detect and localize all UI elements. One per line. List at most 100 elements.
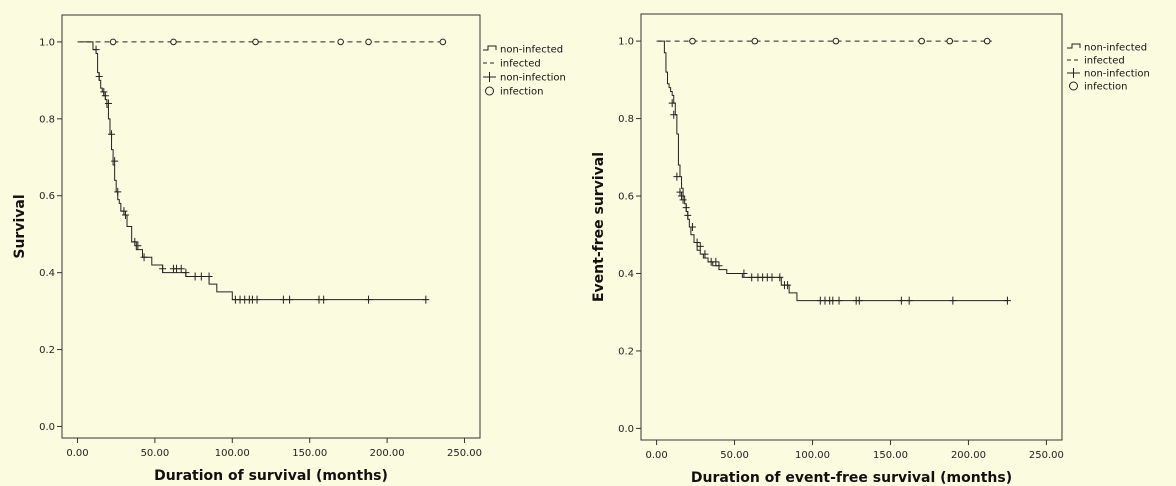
censor-mark-non-infection [320, 295, 328, 304]
censor-mark-non-infection [949, 296, 957, 305]
x-axis-title: Duration of survival (months) [154, 468, 388, 484]
censor-mark-non-infection [668, 99, 676, 108]
censor-mark-non-infection [679, 195, 687, 204]
censor-mark-non-infection [140, 253, 148, 262]
censor-mark-non-infection [253, 295, 261, 304]
y-tick-label: 1.0 [39, 37, 55, 48]
censor-mark-non-infection [365, 295, 373, 304]
legend-entry-label: infected [500, 59, 541, 70]
censor-mark-infection [918, 37, 925, 45]
censor-mark-non-infection [120, 207, 128, 216]
censor-mark-infection [983, 37, 991, 45]
censor-mark-non-infection [748, 273, 756, 282]
y-tick-label: 0.8 [39, 114, 55, 125]
x-tick-label: 150.00 [873, 450, 908, 461]
legend: non-infected infected non-infection infecti… [1067, 43, 1150, 93]
legend-entry-label: non-infected [1084, 43, 1147, 54]
chart-survival: 0.0 0.2 0.4 0.6 0.8 1.0 0.00 50.00 100.00 150.00 2… [12, 14, 566, 484]
censor-mark-non-infection [682, 203, 690, 212]
plot-frame [61, 14, 481, 439]
y-tick-label: 0.2 [618, 346, 634, 357]
censor-mark-infection [337, 38, 344, 46]
y-tick-label: 0.4 [39, 268, 55, 279]
censor-mark-infection [365, 38, 372, 46]
y-tick-label: 0.0 [39, 422, 55, 433]
censor-mark-non-infection [776, 273, 784, 282]
legend-entry-label: infection [1084, 82, 1127, 93]
y-tick-label: 1.0 [618, 37, 634, 48]
censor-mark-non-infection [673, 172, 681, 181]
legend-swatch-circle [1069, 81, 1078, 91]
censor-mark-non-infection [121, 210, 129, 219]
x-tick-label: 250.00 [447, 448, 482, 459]
legend-swatch-step [1067, 43, 1081, 49]
censor-mark-non-infection [95, 72, 103, 81]
legend-entry-label: non-infection [500, 73, 566, 84]
censor-mark-non-infection [684, 211, 692, 220]
censor-mark-non-infection [715, 261, 723, 270]
legend-entry-label: non-infection [1084, 69, 1150, 80]
censor-mark-non-infection [286, 295, 294, 304]
legend-swatch-cross [483, 72, 496, 82]
x-tick-label: 50.00 [720, 450, 749, 461]
y-tick-label: 0.4 [618, 269, 634, 280]
x-tick-label: 0.00 [66, 448, 88, 459]
censor-mark-non-infection [829, 296, 837, 305]
censor-mark-non-infection [855, 296, 863, 305]
x-tick-label: 200.00 [370, 448, 405, 459]
censor-mark-infection [751, 37, 759, 45]
censor-mark-non-infection [104, 99, 112, 108]
x-tick-label: 250.00 [1029, 450, 1064, 461]
legend-swatch-circle [485, 86, 494, 96]
y-tick-label: 0.2 [39, 345, 55, 356]
censor-mark-non-infection [712, 257, 720, 266]
censor-mark-non-infection [670, 110, 678, 119]
y-tick-label: 0.0 [618, 424, 634, 435]
censor-mark-non-infection [101, 91, 109, 100]
censor-mark-non-infection [678, 192, 686, 201]
x-tick-label: 50.00 [141, 448, 170, 459]
legend-entry-label: infection [500, 87, 543, 98]
x-tick-label: 0.00 [645, 450, 667, 461]
censor-mark-non-infection [784, 281, 792, 290]
censor-mark-non-infection [197, 272, 205, 281]
censor-mark-non-infection [676, 188, 684, 197]
censor-mark-infection [946, 37, 954, 45]
chart-efs: 0.0 0.2 0.4 0.6 0.8 1.0 0.00 50.00 100.00 150.00 2… [591, 13, 1150, 486]
plot-frame [640, 13, 1063, 441]
series-non-infected [658, 40, 1008, 302]
y-axis-title: Event-free survival [591, 152, 607, 302]
legend-swatch-step [483, 45, 497, 51]
censor-mark-non-infection [688, 223, 696, 231]
censor-mark-infection [689, 37, 696, 45]
censor-mark-non-infection [100, 87, 108, 96]
legend: non-infected infected non-infection infecti… [483, 45, 566, 98]
x-tick-label: 200.00 [951, 450, 986, 461]
censor-mark-non-infection [131, 237, 139, 246]
censor-mark-non-infection [740, 269, 748, 278]
x-axis-title: Duration of event-free survival (months) [691, 470, 1012, 486]
legend-entry-label: non-infected [500, 45, 563, 56]
censor-mark-non-infection [111, 157, 119, 166]
censor-mark-non-infection [422, 295, 430, 304]
y-axis-title: Survival [12, 194, 28, 258]
censor-mark-non-infection [279, 295, 287, 304]
censor-mark-non-infection [159, 264, 167, 273]
censor-mark-non-infection [1003, 296, 1011, 305]
censor-mark-non-infection [92, 45, 100, 54]
censor-mark-infection [252, 38, 259, 46]
censor-mark-non-infection [177, 264, 185, 273]
censor-mark-non-infection [897, 296, 905, 305]
censor-mark-non-infection [696, 242, 704, 251]
censor-mark-non-infection [835, 296, 843, 305]
x-tick-label: 100.00 [215, 448, 250, 459]
legend-swatch-cross [1067, 68, 1080, 78]
legend-entry-label: infected [1084, 56, 1125, 67]
censor-mark-non-infection [768, 273, 776, 282]
censor-mark-non-infection [114, 187, 122, 196]
censor-mark-non-infection [205, 272, 213, 281]
censor-mark-non-infection [905, 296, 913, 305]
censor-mark-infection [109, 38, 117, 46]
censor-mark-non-infection [693, 238, 701, 247]
